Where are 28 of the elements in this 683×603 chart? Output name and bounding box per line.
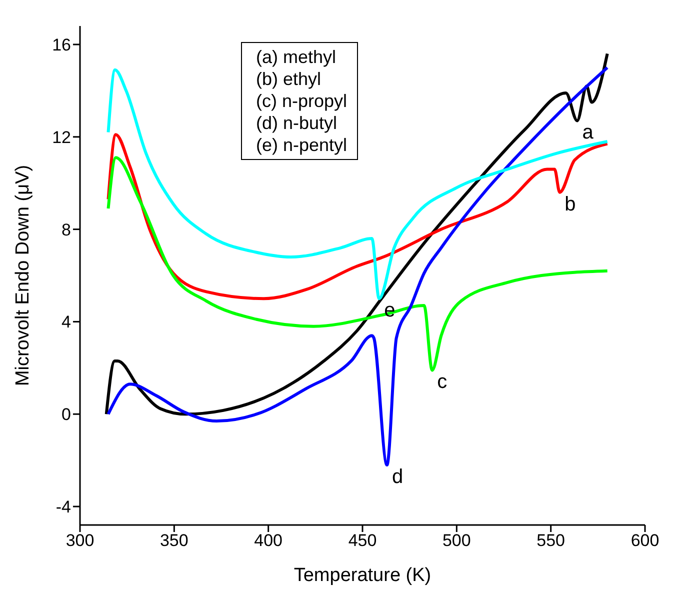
y-tick-label: 12 (52, 128, 71, 147)
y-tick-label: 16 (52, 36, 71, 55)
x-tick-label: 400 (254, 531, 283, 550)
x-tick-label: 550 (536, 531, 566, 550)
y-tick-label: 0 (62, 405, 71, 424)
y-tick-label: 8 (62, 220, 71, 240)
line-series (106, 68, 609, 300)
annotation: a (582, 122, 594, 144)
y-tick-label: -4 (56, 498, 71, 517)
x-axis-title: Temperature (K) (294, 565, 432, 586)
annotation: (c) n-propyl (256, 90, 348, 112)
x-tick-label: 450 (348, 531, 377, 550)
annotation: (d) n-butyl (256, 112, 338, 134)
x-tick-label: 300 (66, 531, 94, 550)
annotation: d (392, 466, 404, 488)
x-tick-label: 350 (160, 531, 188, 550)
y-axis-title: Microvolt Endo Down (μV) (12, 164, 34, 386)
annotation: c (437, 371, 448, 394)
x-tick-label: 600 (630, 531, 660, 550)
x-tick-label: 500 (442, 531, 471, 550)
annotation: (e) n-pentyl (256, 134, 348, 156)
line-series (104, 52, 609, 416)
annotation: b (564, 193, 576, 216)
line-series (106, 156, 609, 372)
y-tick-label: 4 (62, 312, 71, 332)
annotation: (a) methyl (256, 46, 338, 68)
line-series (106, 66, 609, 466)
annotation: (b) ethyl (256, 68, 322, 90)
